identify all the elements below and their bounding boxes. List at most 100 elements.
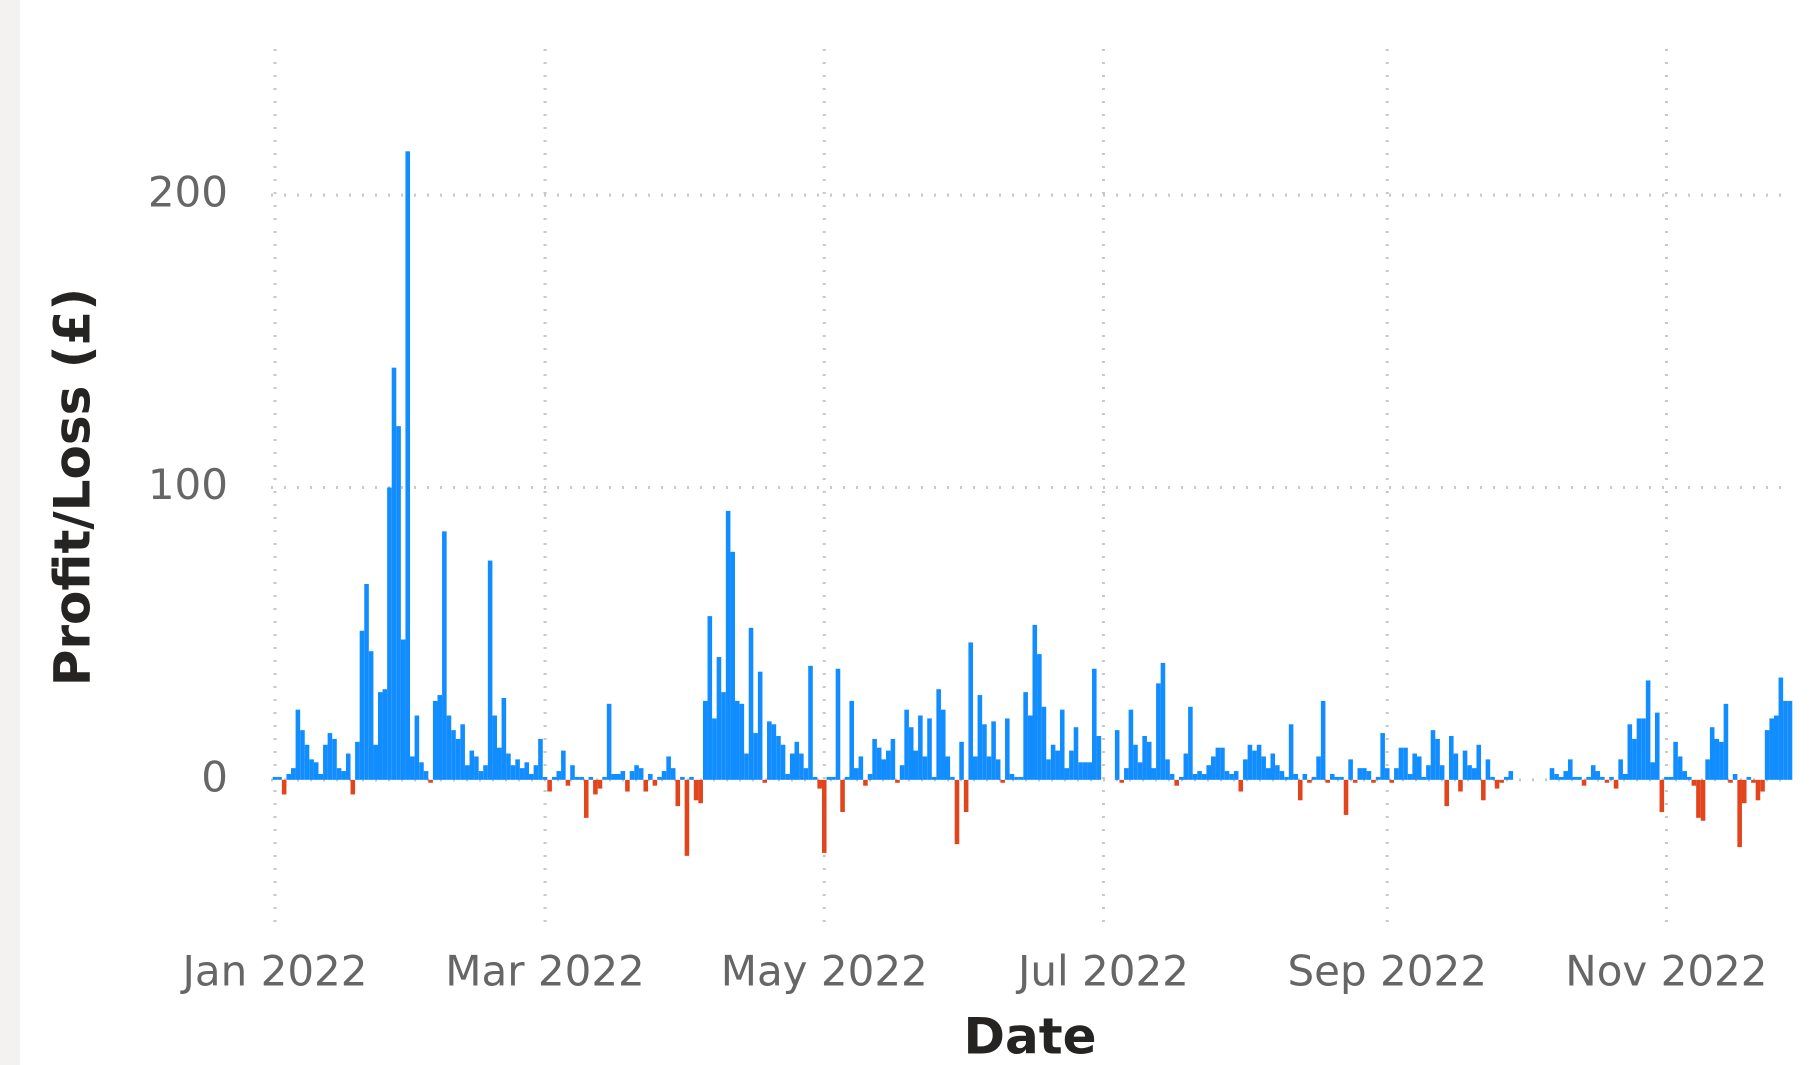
- bar: [1288, 724, 1294, 780]
- bar: [853, 768, 859, 780]
- bar: [794, 741, 800, 780]
- bar: [318, 773, 324, 780]
- bar: [345, 753, 351, 780]
- bar: [744, 753, 749, 780]
- bar: [1238, 779, 1244, 792]
- bar: [1032, 624, 1038, 780]
- bar: [579, 776, 584, 780]
- bar: [849, 700, 854, 780]
- bar: [927, 718, 932, 780]
- y-tick-label: 100: [148, 460, 228, 509]
- bar: [1334, 776, 1340, 780]
- bar: [1723, 703, 1729, 780]
- bar: [629, 771, 635, 780]
- bar: [1137, 762, 1143, 780]
- bar: [1256, 744, 1262, 780]
- bar: [1119, 779, 1125, 783]
- bar: [1476, 744, 1482, 780]
- bar: [931, 776, 937, 780]
- bar: [1128, 709, 1134, 780]
- bar: [359, 630, 365, 780]
- bar: [1325, 779, 1331, 783]
- bar: [1389, 779, 1395, 783]
- bar: [455, 738, 461, 780]
- bar: [986, 756, 992, 780]
- bar: [881, 759, 887, 780]
- bar: [1151, 768, 1157, 780]
- bar: [510, 765, 516, 780]
- bar: [1600, 776, 1605, 780]
- bar: [1064, 768, 1070, 780]
- bar: [593, 779, 598, 795]
- bar: [432, 700, 438, 780]
- x-tick-label: Mar 2022: [445, 947, 644, 996]
- bar: [1252, 750, 1257, 780]
- bar: [597, 779, 603, 789]
- bar: [1485, 759, 1491, 780]
- bar: [918, 715, 923, 780]
- bar: [1471, 768, 1477, 780]
- x-tick-label: May 2022: [721, 947, 928, 996]
- bar: [588, 776, 594, 780]
- bar: [1577, 776, 1582, 780]
- bar: [844, 776, 850, 780]
- bar: [707, 616, 713, 780]
- bar: [1055, 750, 1060, 780]
- bar: [551, 776, 557, 780]
- bar: [1609, 776, 1614, 780]
- bar: [428, 779, 433, 783]
- bar: [1691, 779, 1697, 786]
- bar: [1229, 773, 1234, 780]
- bar: [1394, 768, 1399, 780]
- bar: [812, 776, 818, 780]
- bar: [1572, 776, 1578, 780]
- bar: [1206, 765, 1212, 780]
- bar: [538, 738, 543, 780]
- bar: [1444, 779, 1450, 807]
- bar: [364, 583, 369, 780]
- bar: [657, 776, 662, 780]
- bar: [419, 762, 424, 780]
- bar: [400, 639, 406, 780]
- bar: [1654, 712, 1660, 780]
- bar: [496, 747, 502, 780]
- bar: [876, 747, 882, 780]
- bar: [963, 779, 969, 812]
- bar: [1714, 738, 1720, 780]
- bar: [1092, 668, 1097, 780]
- bar: [789, 753, 795, 780]
- bar: [304, 744, 310, 780]
- bar: [638, 768, 644, 780]
- bar: [817, 779, 822, 789]
- bar: [611, 773, 616, 780]
- bar: [487, 560, 493, 780]
- bar: [1357, 768, 1363, 780]
- bar: [1169, 773, 1175, 780]
- bar: [547, 779, 552, 792]
- bar: [1243, 759, 1248, 780]
- bar: [1133, 744, 1138, 780]
- bar: [840, 779, 845, 812]
- bar: [1668, 776, 1674, 780]
- bar: [1284, 776, 1289, 780]
- bar: [1192, 773, 1198, 780]
- bar: [1407, 773, 1413, 780]
- bar: [689, 776, 694, 780]
- bar: [1494, 779, 1500, 789]
- bar: [1412, 753, 1417, 780]
- bar: [913, 750, 919, 780]
- bar: [1307, 779, 1312, 783]
- bar: [529, 773, 534, 780]
- bar: [670, 768, 676, 780]
- bar: [1046, 759, 1051, 780]
- bar: [785, 773, 790, 780]
- bar: [675, 779, 681, 807]
- bar: [776, 735, 781, 780]
- bar: [1764, 730, 1770, 780]
- bar: [858, 756, 864, 780]
- bar: [405, 151, 411, 780]
- bar: [734, 700, 740, 780]
- bar: [574, 776, 580, 780]
- bar: [863, 779, 868, 786]
- y-axis-title: Profit/Loss (£): [44, 288, 102, 687]
